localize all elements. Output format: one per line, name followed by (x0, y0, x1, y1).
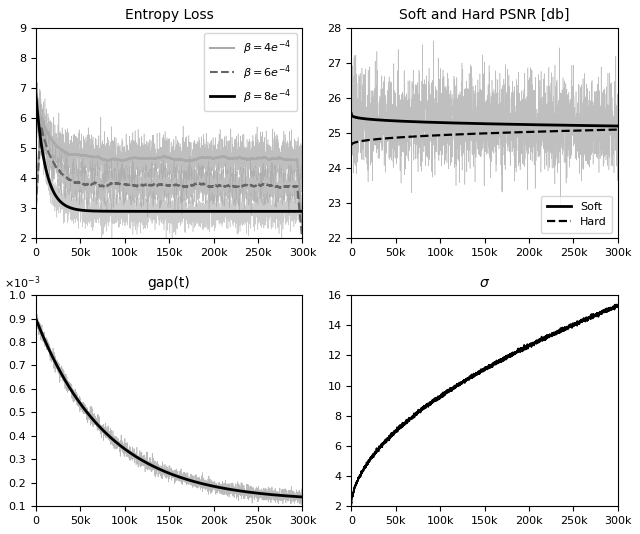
Title: Soft and Hard PSNR [db]: Soft and Hard PSNR [db] (399, 9, 570, 22)
Title: $\sigma$: $\sigma$ (479, 276, 490, 290)
Legend: $\beta = 4e^{-4}$, $\beta = 6e^{-4}$, $\beta = 8e^{-4}$: $\beta = 4e^{-4}$, $\beta = 6e^{-4}$, $\… (204, 33, 297, 111)
Text: $\times 10^{-3}$: $\times 10^{-3}$ (4, 274, 40, 291)
Title: Entropy Loss: Entropy Loss (125, 9, 214, 22)
Legend: Soft, Hard: Soft, Hard (541, 196, 612, 233)
Title: gap(t): gap(t) (148, 276, 191, 290)
